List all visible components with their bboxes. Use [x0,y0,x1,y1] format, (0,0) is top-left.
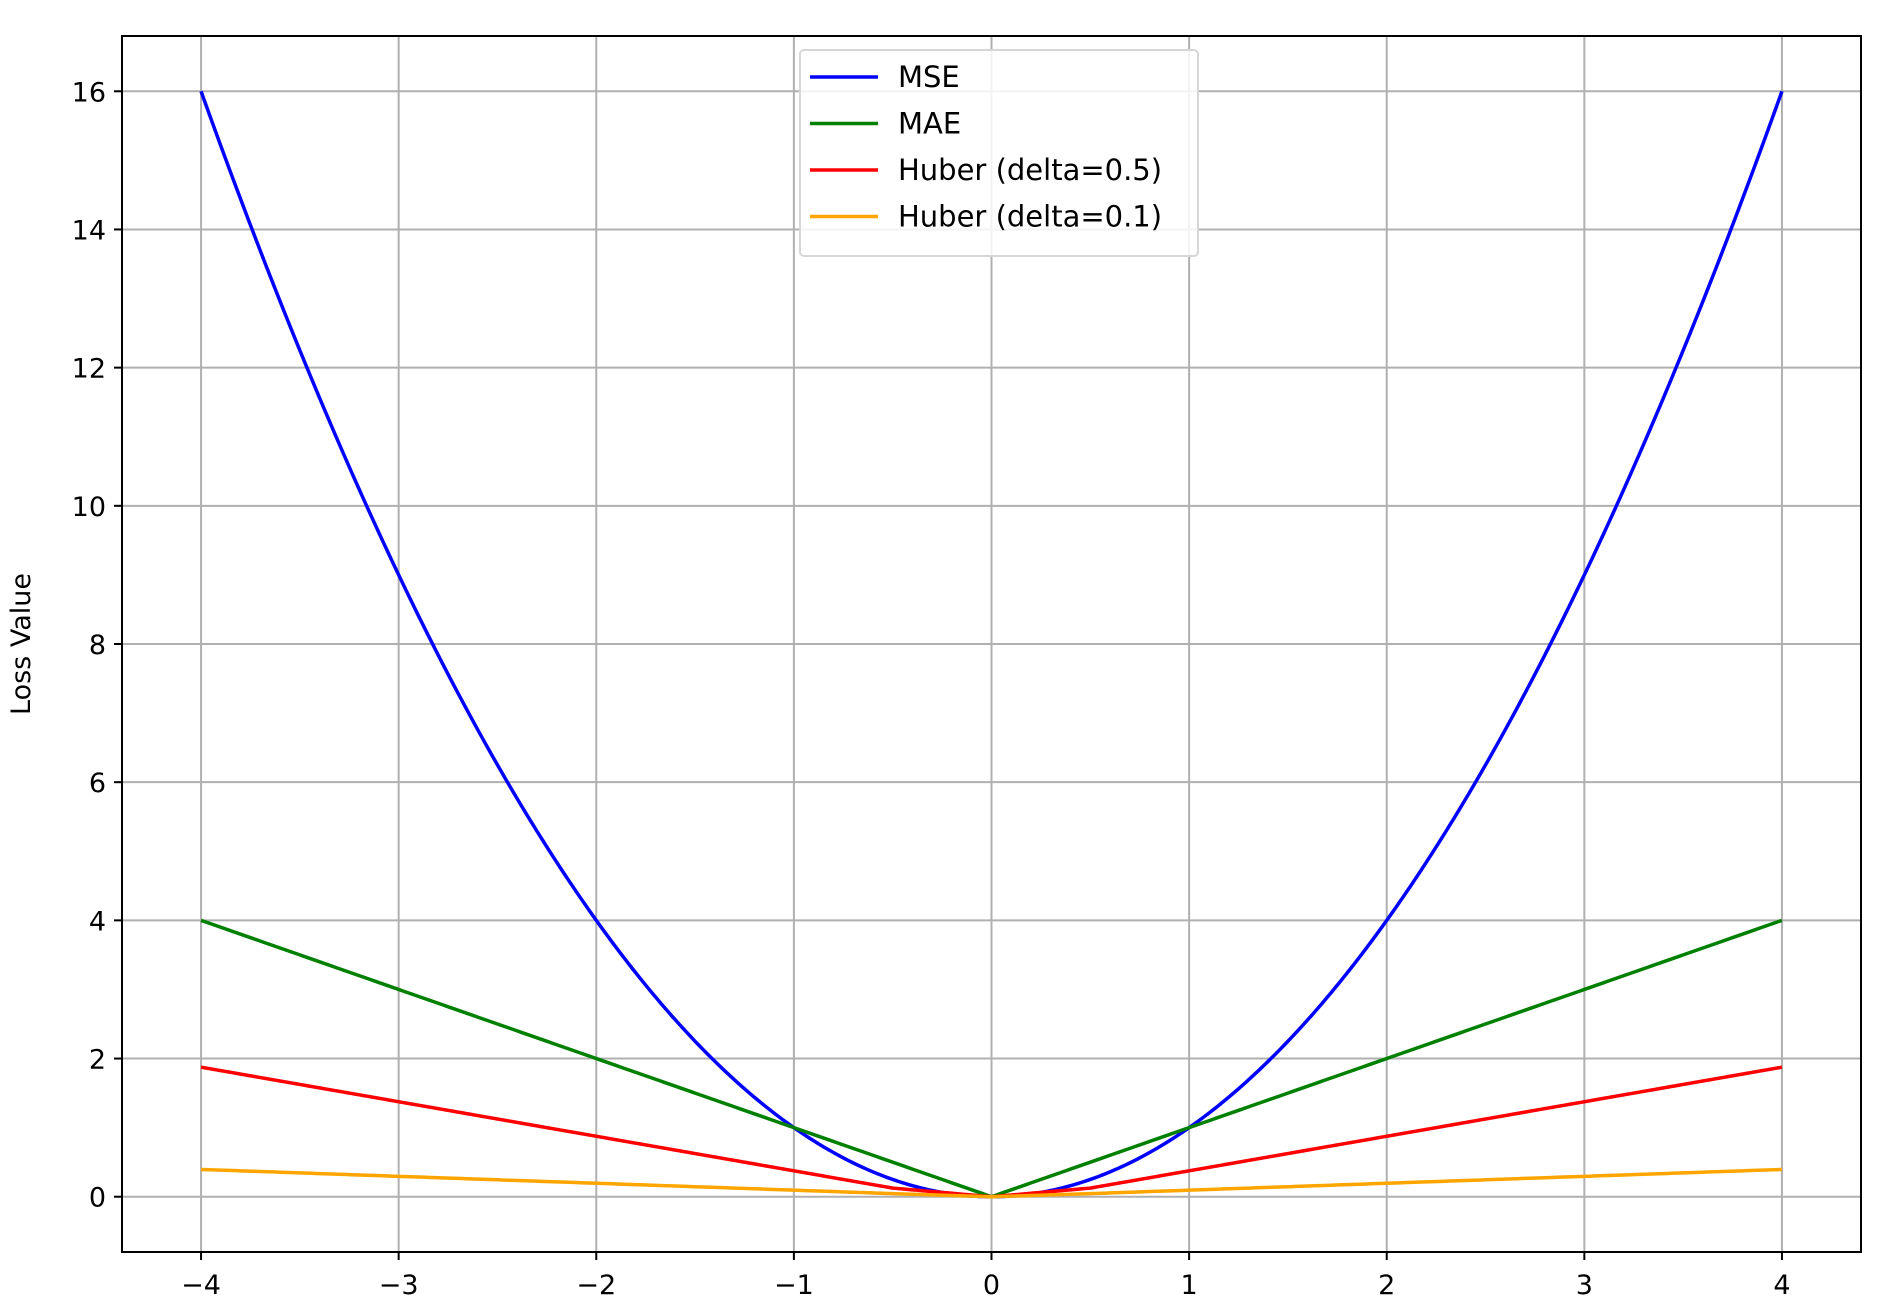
x-tick-label: 1 [1181,1270,1198,1301]
y-tick-label: 8 [89,630,106,661]
y-tick-label: 14 [72,215,106,246]
y-axis-label: Loss Value [6,573,37,715]
y-tick-label: 10 [72,492,106,523]
x-tick-label: −3 [379,1270,419,1301]
series-line-huber-delta-0-1 [200,1167,1783,1199]
y-tick-label: 2 [89,1045,106,1076]
legend-box [799,49,1199,257]
y-tick-label: 4 [89,906,106,937]
legend: MSE MAE Huber (delta=0.5) Huber (delta=0.1) [799,49,1199,257]
x-tick-label: 0 [983,1270,1000,1301]
y-tick-label: 16 [72,77,106,108]
x-tick-label: 2 [1378,1270,1395,1301]
x-tick-label: −2 [576,1270,616,1301]
legend-label: Huber (delta=0.1) [898,200,1162,234]
y-tick-label: 12 [72,354,106,385]
x-tick-label: 4 [1773,1270,1790,1301]
y-axis-ticks: 0 2 4 6 8 10 12 14 16 [72,77,122,1214]
x-tick-label: −4 [181,1270,221,1301]
y-tick-label: 0 [89,1183,106,1214]
legend-label: MSE [898,60,960,94]
legend-label: Huber (delta=0.5) [898,153,1162,187]
x-axis-ticks: −4 −3 −2 −1 0 1 2 3 4 [181,1252,1791,1301]
legend-label: MAE [898,107,961,141]
y-tick-label: 6 [89,768,106,799]
x-tick-label: −1 [774,1270,814,1301]
x-tick-label: 3 [1576,1270,1593,1301]
series-lines [199,90,1784,1199]
